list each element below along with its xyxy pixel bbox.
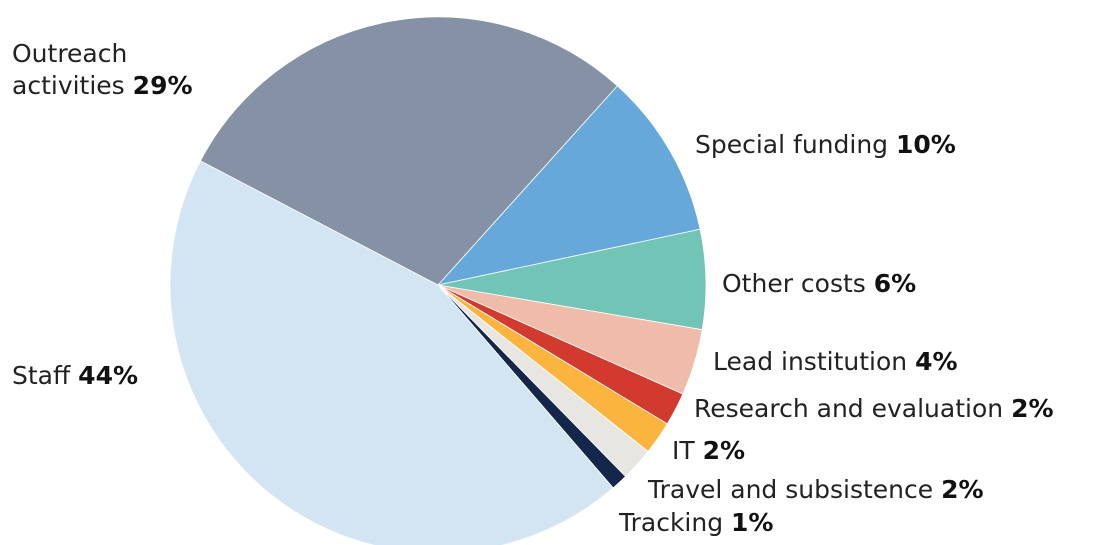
value-label: 6%: [873, 269, 917, 298]
category-label: Outreach activities: [12, 39, 128, 100]
category-label: Special funding: [695, 130, 889, 159]
slice: [199, 16, 618, 286]
category-label: Research and evaluation: [694, 394, 1004, 423]
slice-label: Other costs 6%: [722, 268, 916, 300]
slice-label: IT 2%: [672, 435, 745, 467]
value-label: 29%: [132, 71, 193, 100]
slice: [436, 85, 701, 286]
slice-label: Staff 44%: [12, 360, 138, 392]
value-label: 2%: [702, 436, 746, 465]
slice-label: Lead institution 4%: [713, 346, 958, 378]
slice-label: Outreach activities 29%: [12, 38, 227, 102]
slice-label: Research and evaluation 2%: [694, 393, 1054, 425]
value-label: 44%: [78, 361, 139, 390]
category-label: Tracking: [619, 508, 724, 537]
value-label: 2%: [941, 475, 984, 504]
slice: [169, 160, 614, 545]
value-label: 2%: [1011, 394, 1054, 423]
category-label: Staff: [12, 361, 71, 390]
value-label: 10%: [896, 130, 956, 159]
slice-label: Special funding 10%: [695, 129, 956, 161]
category-label: Lead institution: [713, 347, 908, 376]
value-label: 1%: [731, 508, 774, 537]
slice-label: Tracking 1%: [619, 507, 773, 539]
slice-label: Travel and subsistence 2%: [648, 474, 984, 506]
category-label: Travel and subsistence: [648, 475, 934, 504]
category-label: IT: [672, 436, 695, 465]
value-label: 4%: [915, 347, 958, 376]
category-label: Other costs: [722, 269, 866, 298]
